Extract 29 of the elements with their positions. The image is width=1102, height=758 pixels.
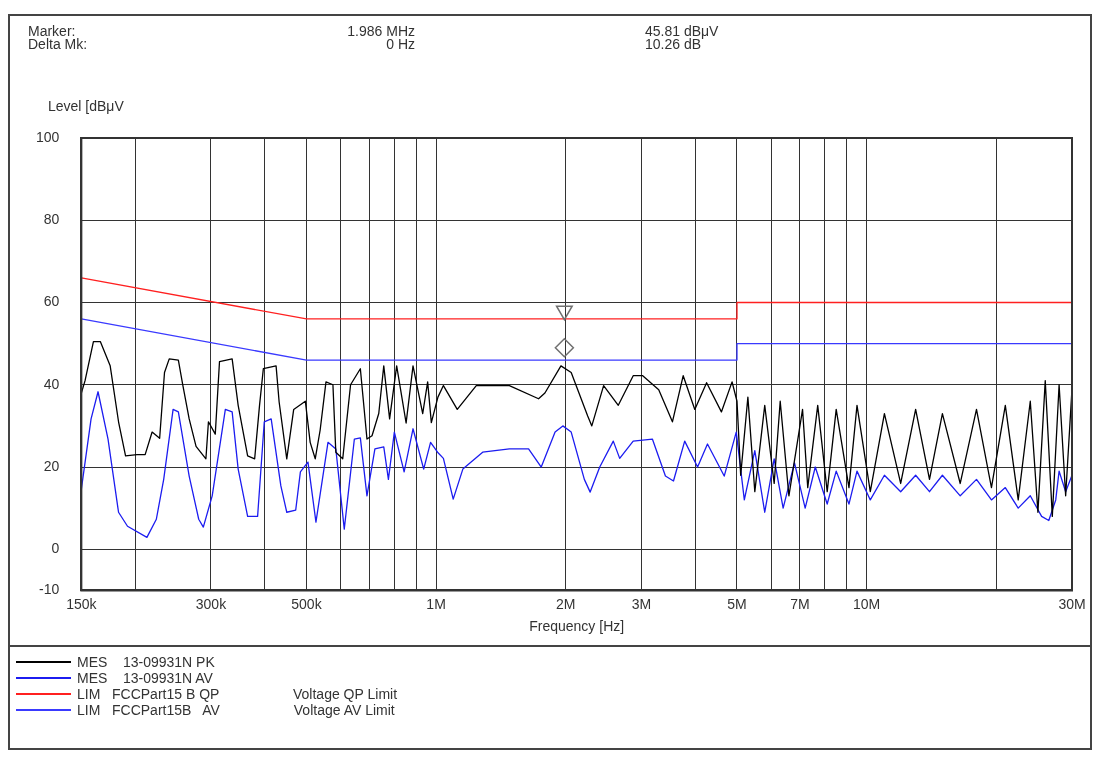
y-tick-label: -10 (39, 581, 60, 598)
text: 1.986 MHz (346, 23, 415, 39)
x-tick-label: 30M (1058, 595, 1086, 612)
y-tick-label: 20 (43, 457, 60, 474)
legend-label: LIM FCCPart15B AV Voltage AV Limit (77, 702, 395, 718)
x-axis-title: Frequency [Hz] (529, 618, 625, 635)
x-tick-label: 10M (852, 595, 881, 612)
legend-label: MES 13-09931N AV (77, 670, 213, 686)
x-tick-label: 7M (790, 595, 810, 612)
x-tick-label: 3M (631, 595, 652, 612)
y-axis-title: Level [dBμV (48, 98, 124, 114)
x-tick-label: 150k (66, 595, 98, 612)
text: Delta Mk: (28, 36, 88, 52)
text: Marker: (28, 23, 76, 39)
y-tick-label: 100 (36, 128, 60, 145)
y-tick-label: 0 (51, 540, 60, 557)
y-tick-label: 80 (43, 211, 60, 228)
x-tick-label: 1M (426, 595, 446, 612)
y-tick-label: 60 (43, 293, 60, 310)
text: 0 Hz (385, 36, 415, 52)
text: 45.81 dBμV (645, 23, 719, 39)
legend-label: LIM FCCPart15 B QP Voltage QP Limit (77, 686, 398, 702)
x-tick-label: 2M (555, 595, 576, 612)
text: 10.26 dB (645, 36, 702, 52)
x-tick-label: 500k (291, 595, 323, 612)
x-tick-label: 300k (195, 595, 228, 612)
y-tick-label: 40 (43, 375, 60, 392)
x-tick-label: 5M (727, 595, 747, 612)
legend-label: MES 13-09931N PK (77, 654, 215, 670)
